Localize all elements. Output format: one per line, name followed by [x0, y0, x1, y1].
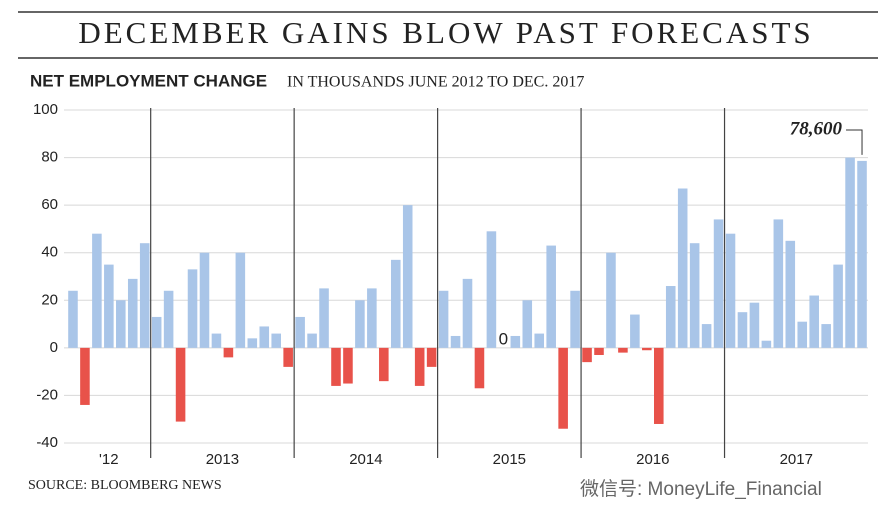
x-group-label: '12 [99, 451, 119, 468]
leader-line [846, 129, 863, 155]
x-group-label: 2017 [780, 451, 813, 468]
bar [390, 259, 401, 348]
bar [510, 335, 521, 348]
bar [546, 245, 556, 348]
bar [845, 157, 855, 348]
bar [283, 347, 293, 367]
y-tick-label: 60 [41, 196, 58, 213]
bar [582, 347, 592, 363]
bar [402, 205, 413, 348]
y-tick-label: -40 [36, 434, 58, 451]
bar [367, 288, 377, 348]
bar [821, 324, 831, 348]
bar [833, 264, 843, 348]
bar [116, 300, 126, 348]
bar [199, 252, 210, 348]
x-group-label: 2013 [206, 451, 239, 468]
watermark: 微信号: MoneyLife_Financial [580, 478, 822, 500]
value-label: 0 [499, 329, 508, 348]
x-group-label: 2015 [493, 451, 526, 468]
bar [677, 188, 688, 348]
bar [92, 233, 102, 348]
bar [139, 243, 150, 348]
y-tick-label: 20 [41, 291, 58, 308]
bar [474, 347, 485, 389]
bar [725, 233, 736, 348]
bar [175, 347, 186, 422]
bar [570, 290, 580, 348]
source: SOURCE: BLOOMBERG NEWS [28, 478, 222, 493]
y-tick-label: 80 [41, 149, 58, 166]
bar [618, 347, 628, 353]
bar [761, 340, 772, 348]
bar [689, 243, 700, 348]
bar [665, 286, 676, 348]
bar [713, 219, 724, 348]
bar [857, 160, 867, 348]
bar [462, 278, 473, 348]
x-group-label: 2016 [636, 451, 669, 468]
bar [486, 231, 497, 348]
chart-title: DECEMBER GAINS BLOW PAST FORECASTS [78, 15, 813, 50]
y-tick-label: 40 [41, 244, 58, 261]
bar [773, 219, 784, 348]
bar [534, 333, 545, 348]
bar [319, 288, 329, 348]
bar [594, 347, 604, 355]
bar [127, 278, 138, 348]
bar [235, 252, 246, 348]
bar [379, 347, 389, 382]
bar [809, 295, 819, 348]
bar [68, 290, 78, 348]
bar [223, 347, 234, 358]
y-tick-label: 0 [50, 339, 58, 356]
bar [438, 290, 449, 348]
bar [163, 290, 174, 348]
chart-subtitle-note: IN THOUSANDS JUNE 2012 TO DEC. 2017 [287, 74, 584, 91]
x-group-label: 2014 [349, 451, 382, 468]
bar [104, 264, 114, 348]
y-tick-label: -20 [36, 386, 58, 403]
y-tick-label: 100 [33, 101, 58, 118]
bar [414, 347, 425, 386]
bar [271, 333, 281, 348]
bar [331, 347, 341, 386]
bar [522, 300, 533, 348]
bar [642, 347, 652, 351]
bar [654, 347, 664, 424]
bar [426, 347, 437, 367]
bar [307, 333, 317, 348]
bar [295, 316, 305, 348]
bar [450, 335, 461, 348]
bar [606, 252, 616, 348]
bar [630, 314, 640, 348]
bar [785, 240, 796, 348]
bar [737, 312, 748, 348]
bar [80, 347, 90, 405]
bar [187, 269, 198, 348]
bar [211, 333, 222, 348]
bar [343, 347, 353, 384]
bar [151, 316, 162, 348]
bar [701, 324, 712, 348]
bar [558, 347, 568, 429]
bar [797, 321, 808, 348]
value-label: 78,600 [790, 118, 843, 139]
chart-subtitle: NET EMPLOYMENT CHANGE [30, 71, 267, 90]
bar [259, 326, 270, 348]
bar [749, 302, 760, 348]
bar [355, 300, 365, 348]
bar [247, 338, 258, 348]
